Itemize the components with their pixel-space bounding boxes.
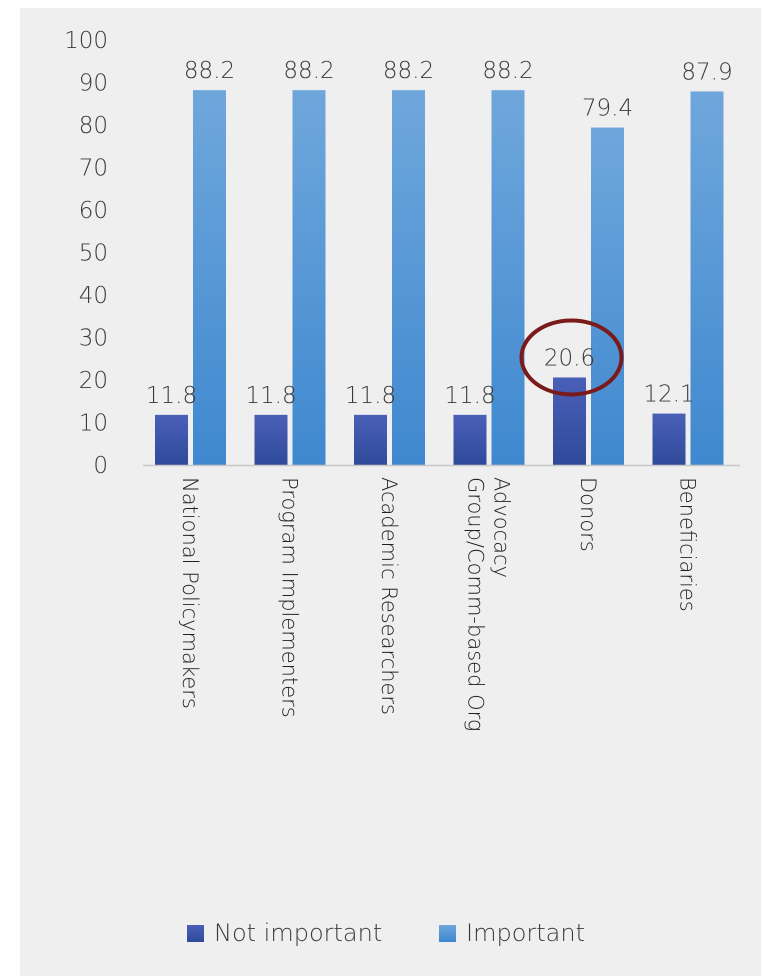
data-labels: 11.8 11.8 11.8 11.8 20.6 12.1 88.2 88.2 88.2 88.2… [146,58,733,409]
x-category-label-national-policymakers: National Policymakers [178,477,202,709]
bar-not-important-program-implementers [254,414,288,465]
x-axis: National Policymakers Program Implementer… [143,464,740,731]
data-label-not-important-program-implementers: 11.8 [245,383,296,409]
x-category-label-advocacy-group-comm-based-org-line-2: Group/Comm-based Org [463,477,487,731]
bar-important-academic-researchers [392,90,425,466]
legend-swatch-important [439,925,456,942]
data-label-not-important-academic-researchers: 11.8 [345,383,396,409]
y-tick-label-80: 80 [79,113,108,139]
data-label-important-program-implementers: 88.2 [283,58,334,84]
data-label-important-donors: 79.4 [582,96,633,122]
y-tick-label-30: 30 [79,326,108,352]
y-tick-label-10: 10 [79,411,108,437]
data-label-not-important-beneficiaries: 12.1 [643,382,694,408]
data-label-important-academic-researchers: 88.2 [383,58,434,84]
bar-important-advocacy-group-comm-based-org [491,90,525,466]
y-tick-label-40: 40 [79,283,108,309]
bar-important-beneficiaries [690,91,724,466]
data-label-important-advocacy-group-comm-based-org: 88.2 [482,58,533,84]
legend-swatch-not-important [187,925,204,942]
x-category-label-donors: Donors [576,477,600,552]
bars [155,90,724,466]
bar-not-important-advocacy-group-comm-based-org [453,414,487,465]
bar-important-donors [591,127,624,466]
bar-not-important-donors [553,377,586,465]
x-category-label-academic-researchers: Academic Researchers [377,477,401,715]
y-tick-label-50: 50 [79,241,108,267]
highlight-ellipse [519,318,624,397]
x-category-label-beneficiaries: Beneficiaries [675,477,699,612]
x-category-label-program-implementers: Program Implementers [277,477,301,718]
data-label-important-national-policymakers: 88.2 [184,58,235,84]
data-label-not-important-national-policymakers: 11.8 [146,383,197,409]
bar-not-important-national-policymakers [155,414,188,465]
bar-important-national-policymakers [193,90,226,466]
y-tick-label-90: 90 [79,71,108,97]
chart-panel [20,8,761,976]
y-tick-label-0: 0 [93,453,108,479]
y-tick-label-60: 60 [79,198,108,224]
y-axis: 0 10 20 30 40 50 60 70 80 90 100 [64,28,108,479]
bar-not-important-academic-researchers [354,414,387,465]
legend: Not important Important [187,919,585,947]
data-label-not-important-donors: 20.6 [544,345,595,371]
y-tick-label-70: 70 [79,156,108,182]
bar-important-program-implementers [292,90,326,466]
annotations [519,318,624,397]
x-category-label-advocacy-group-comm-based-org-line-1: Advocacy [489,477,513,578]
bar-not-important-beneficiaries [652,413,686,465]
data-label-not-important-advocacy-group-comm-based-org: 11.8 [444,383,495,409]
legend-label-important: Important [466,919,585,947]
data-label-important-beneficiaries: 87.9 [681,59,732,85]
legend-label-not-important: Not important [214,919,382,947]
y-tick-label-100: 100 [64,28,108,54]
y-tick-label-20: 20 [79,368,108,394]
